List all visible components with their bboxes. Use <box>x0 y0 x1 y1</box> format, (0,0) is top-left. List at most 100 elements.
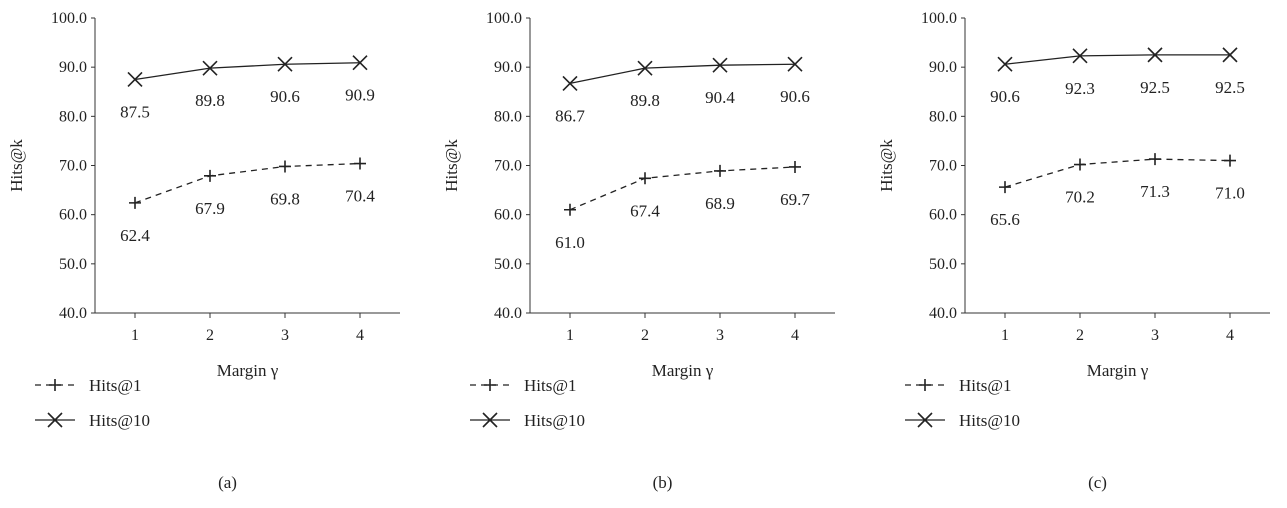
y-tick-label: 60.0 <box>59 207 87 224</box>
panel-label: (b) <box>653 473 673 492</box>
panel-label: (a) <box>218 473 237 492</box>
data-label: 92.3 <box>1065 79 1095 98</box>
legend-marker-icon <box>47 412 63 428</box>
x-tick-label: 4 <box>356 327 364 344</box>
x-tick-label: 1 <box>1001 327 1009 344</box>
data-point-marker <box>127 71 143 88</box>
y-tick-label: 70.0 <box>494 158 522 175</box>
legend-marker-icon <box>917 412 933 428</box>
data-point-marker <box>1149 153 1161 166</box>
y-tick-label: 50.0 <box>929 256 957 273</box>
y-tick-label: 70.0 <box>59 158 87 175</box>
data-label: 89.8 <box>630 91 660 110</box>
y-tick-label: 70.0 <box>929 158 957 175</box>
y-tick-label: 80.0 <box>929 108 957 125</box>
data-label: 69.8 <box>270 189 300 208</box>
data-point-marker <box>1224 154 1236 167</box>
chart-panel-1: 40.0 50.0 60.0 70.0 80.0 90.0 100.0 1 2 3 4 Margin … <box>7 10 400 492</box>
x-tick-label: 3 <box>281 327 289 344</box>
y-tick-label: 40.0 <box>59 305 87 322</box>
data-label: 68.9 <box>705 194 735 213</box>
x-tick-label: 1 <box>131 327 139 344</box>
series-line-hits-at-1 <box>1004 158 1231 188</box>
data-point-marker <box>1072 48 1088 64</box>
legend-label: Hits@1 <box>524 376 577 395</box>
data-point-marker <box>639 172 651 185</box>
x-tick-label: 4 <box>791 327 799 344</box>
legend-marker-icon <box>919 379 931 391</box>
x-tick-label: 3 <box>1151 327 1159 344</box>
data-point-marker <box>789 160 801 173</box>
series-line-hits-at-1 <box>569 166 796 211</box>
x-tick-label: 2 <box>206 327 214 344</box>
x-tick-label: 1 <box>566 327 574 344</box>
y-tick-label: 40.0 <box>494 305 522 322</box>
data-label: 61.0 <box>555 233 585 252</box>
y-axis-label: Hits@k <box>877 139 896 192</box>
legend-label: Hits@10 <box>524 411 585 430</box>
data-label: 67.9 <box>195 199 225 218</box>
legend-label: Hits@10 <box>89 411 150 430</box>
legend-label: Hits@1 <box>959 376 1012 395</box>
data-label: 71.0 <box>1215 184 1245 203</box>
data-point-marker <box>354 157 366 170</box>
data-label: 67.4 <box>630 201 660 220</box>
data-point-marker <box>202 60 218 76</box>
legend-label: Hits@10 <box>959 411 1020 430</box>
chart-panel-3: 40.0 50.0 60.0 70.0 80.0 90.0 100.0 1 2 3 4 Margin … <box>877 10 1270 492</box>
y-tick-label: 100.0 <box>921 10 957 27</box>
data-point-marker <box>1074 158 1086 171</box>
data-label: 90.4 <box>705 88 735 107</box>
data-point-marker <box>564 203 576 216</box>
y-tick-label: 50.0 <box>59 256 87 273</box>
data-label: 92.5 <box>1215 78 1245 97</box>
series-line-hits-at-10 <box>569 63 796 85</box>
data-point-marker <box>787 56 803 72</box>
data-point-marker <box>1147 47 1163 63</box>
y-tick-label: 100.0 <box>51 10 87 27</box>
y-tick-label: 90.0 <box>494 59 522 76</box>
series-line-hits-at-10 <box>134 62 361 81</box>
data-point-marker <box>1222 47 1238 63</box>
data-label: 65.6 <box>990 210 1020 229</box>
data-label: 62.4 <box>120 226 150 245</box>
y-tick-label: 40.0 <box>929 305 957 322</box>
series-line-hits-at-1 <box>134 162 361 204</box>
data-label: 90.9 <box>345 86 375 105</box>
data-label: 71.3 <box>1140 182 1170 201</box>
x-tick-label: 2 <box>1076 327 1084 344</box>
data-point-marker <box>279 160 291 173</box>
y-tick-label: 90.0 <box>59 59 87 76</box>
legend-marker-icon <box>49 379 61 391</box>
x-axis-label: Margin γ <box>1087 361 1149 380</box>
data-point-marker <box>204 169 216 182</box>
y-tick-label: 80.0 <box>494 108 522 125</box>
data-point-marker <box>352 55 368 71</box>
x-tick-label: 4 <box>1226 327 1234 344</box>
data-label: 86.7 <box>555 106 585 125</box>
x-axis-label: Margin γ <box>217 361 279 380</box>
data-label: 90.6 <box>780 87 810 106</box>
data-point-marker <box>999 181 1011 194</box>
legend-marker-icon <box>482 412 498 428</box>
data-label: 70.4 <box>345 187 375 206</box>
data-point-marker <box>562 75 578 91</box>
data-label: 92.5 <box>1140 78 1170 97</box>
y-tick-label: 50.0 <box>494 256 522 273</box>
data-point-marker <box>997 56 1013 72</box>
x-tick-label: 2 <box>641 327 649 344</box>
y-tick-label: 80.0 <box>59 108 87 125</box>
data-point-marker <box>637 60 653 76</box>
data-label: 90.6 <box>270 87 300 106</box>
data-label: 90.6 <box>990 87 1020 106</box>
chart-panel-2: 40.0 50.0 60.0 70.0 80.0 90.0 100.0 1 2 3 4 Margin … <box>442 10 835 492</box>
y-tick-label: 60.0 <box>494 207 522 224</box>
data-point-marker <box>714 164 726 177</box>
series-line-hits-at-10 <box>1004 54 1230 65</box>
y-tick-label: 90.0 <box>929 59 957 76</box>
data-point-marker <box>129 196 141 209</box>
y-tick-label: 60.0 <box>929 207 957 224</box>
data-label: 69.7 <box>780 190 810 209</box>
